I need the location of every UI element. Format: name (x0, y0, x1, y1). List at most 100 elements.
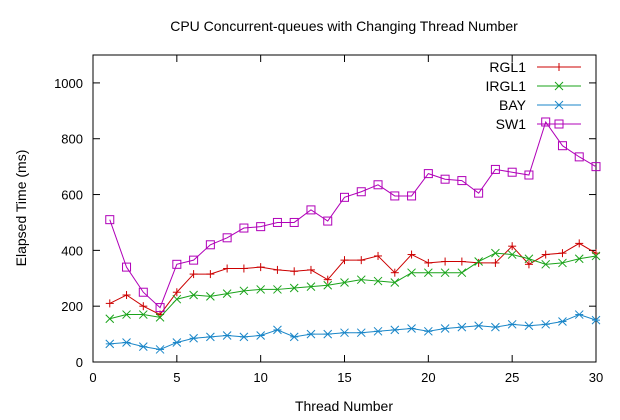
series-line-sw1 (109, 120, 597, 309)
data-point-sw1 (189, 255, 199, 265)
marker-stroke (423, 268, 433, 278)
series-line-rgl1 (109, 242, 597, 316)
data-point-sw1 (306, 205, 316, 215)
data-point-bay (541, 319, 551, 329)
marker-stroke (390, 278, 400, 287)
data-point-bay (340, 328, 349, 338)
marker-stroke (155, 345, 165, 354)
marker-stroke (541, 259, 551, 269)
legend-label: SW1 (496, 116, 527, 132)
data-point-bay (206, 332, 215, 342)
data-point-irgl1 (457, 268, 467, 278)
marker-stroke (491, 322, 500, 332)
legend-marker (554, 81, 564, 91)
data-point-rgl1 (558, 249, 567, 258)
data-point-irgl1 (239, 286, 249, 296)
legend-item-sw1: SW1 (496, 116, 581, 132)
data-point-bay (440, 324, 450, 333)
data-point-rgl1 (172, 288, 181, 297)
legend: RGL1 IRGL1 BAY SW1 (486, 59, 581, 132)
data-point-sw1 (356, 187, 366, 197)
legend-item-irgl1: IRGL1 (486, 78, 581, 94)
data-point-rgl1 (374, 251, 383, 260)
data-point-bay (524, 321, 534, 331)
marker-stroke (273, 285, 282, 294)
marker-stroke (373, 276, 383, 286)
data-point-sw1 (155, 303, 165, 313)
legend-item-rgl1: RGL1 (489, 59, 581, 75)
axes: 0 5 10 15 20 25 30 0 200 400 600 800 1000 (54, 55, 603, 385)
marker-stroke (356, 275, 366, 285)
marker-stroke (457, 322, 467, 332)
data-point-rgl1 (206, 270, 215, 279)
marker-stroke (457, 268, 467, 278)
data-point-bay (423, 326, 433, 336)
marker-stroke (172, 338, 182, 347)
marker-stroke (491, 248, 500, 258)
data-point-bay (558, 317, 567, 326)
data-point-rgl1 (223, 264, 232, 273)
data-point-irgl1 (172, 294, 182, 304)
data-point-rgl1 (256, 263, 265, 272)
marker-stroke (273, 325, 282, 335)
data-point-irgl1 (541, 259, 551, 269)
series-irgl1 (105, 248, 601, 324)
data-point-rgl1 (441, 257, 450, 266)
marker-stroke (189, 290, 198, 300)
marker-stroke (289, 283, 299, 293)
data-point-bay (105, 339, 115, 349)
data-point-irgl1 (390, 278, 400, 287)
series-line-irgl1 (109, 252, 597, 320)
data-point-sw1 (440, 174, 450, 184)
y-axis-label: Elapsed Time (ms) (13, 150, 29, 267)
data-point-rgl1 (457, 257, 466, 266)
data-point-rgl1 (239, 264, 248, 273)
data-point-sw1 (407, 191, 417, 201)
data-point-sw1 (390, 191, 400, 201)
data-point-irgl1 (591, 251, 601, 261)
marker-stroke (574, 254, 584, 264)
marker-stroke (206, 332, 215, 342)
data-point-irgl1 (491, 248, 500, 258)
data-point-rgl1 (273, 265, 282, 274)
marker-stroke (356, 328, 366, 338)
marker-stroke (239, 286, 249, 296)
data-point-sw1 (457, 176, 467, 186)
data-point-bay (222, 331, 232, 340)
data-point-bay (407, 324, 416, 333)
data-point-irgl1 (206, 292, 215, 301)
data-point-bay (239, 332, 249, 342)
marker-stroke (289, 332, 299, 342)
data-point-sw1 (507, 167, 517, 177)
data-point-rgl1 (424, 258, 433, 267)
data-point-sw1 (423, 169, 433, 179)
marker-stroke (524, 321, 534, 331)
marker-stroke (306, 282, 316, 291)
marker-stroke (541, 319, 551, 329)
data-point-irgl1 (407, 268, 416, 278)
data-point-irgl1 (323, 280, 333, 290)
marker-stroke (407, 268, 416, 278)
data-point-sw1 (222, 233, 232, 243)
data-point-sw1 (239, 223, 249, 233)
data-point-sw1 (557, 141, 567, 151)
y-tick-label: 600 (61, 188, 83, 203)
marker-stroke (138, 342, 148, 352)
marker-stroke (155, 312, 165, 322)
marker-stroke (558, 258, 567, 268)
x-tick-label: 15 (337, 370, 351, 385)
data-point-sw1 (323, 216, 333, 226)
marker-stroke (373, 326, 383, 336)
marker-stroke (423, 326, 433, 336)
data-point-irgl1 (558, 258, 567, 268)
marker-stroke (206, 292, 215, 301)
data-point-irgl1 (306, 282, 316, 291)
data-point-bay (373, 326, 383, 336)
data-point-sw1 (474, 188, 484, 198)
marker-stroke (474, 257, 483, 266)
marker-stroke (222, 289, 232, 298)
data-point-bay (122, 338, 131, 347)
marker-stroke (591, 251, 601, 261)
marker-stroke (554, 100, 564, 110)
x-tick-label: 0 (89, 370, 96, 385)
